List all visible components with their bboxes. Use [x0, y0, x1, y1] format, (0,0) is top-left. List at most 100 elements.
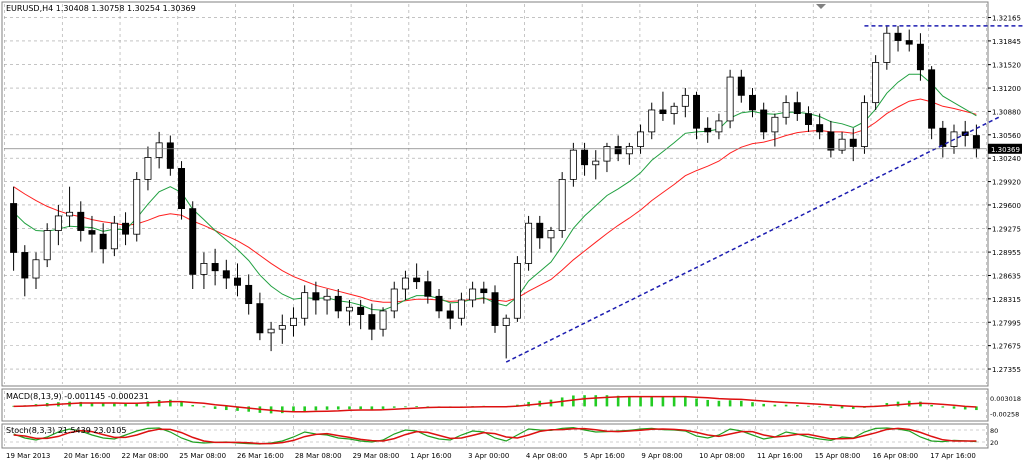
stoch-tick-label: 80 — [990, 427, 998, 435]
macd-histogram-bar — [795, 405, 799, 407]
candle-body-bear — [357, 306, 365, 315]
candle-body-bull — [625, 146, 633, 155]
candle-body-bear — [435, 295, 443, 312]
candle-body-bull — [278, 325, 286, 330]
stoch-signal-line — [13, 427, 977, 445]
time-tick-label: 20 Mar 16:00 — [64, 452, 111, 460]
candle — [860, 95, 868, 154]
candle — [267, 321, 275, 352]
candle-body-bull — [860, 102, 868, 147]
time-axis: 19 Mar 2013 20 Mar 16:00 22 Mar 08:00 25 Ma… — [6, 452, 976, 460]
candle — [368, 303, 376, 341]
candle-body-bear — [614, 146, 622, 155]
candle — [525, 215, 533, 271]
macd-histogram-bar — [717, 400, 721, 407]
candle-body-bear — [849, 138, 857, 147]
candle — [502, 314, 510, 359]
macd-histogram-bar — [213, 406, 217, 409]
macd-histogram-bar — [695, 398, 698, 407]
candle — [872, 55, 880, 110]
candle-body-bear — [737, 76, 745, 96]
candle-body-bear — [749, 94, 756, 111]
macd-histogram-bar — [728, 400, 732, 407]
current-price-box — [988, 143, 1022, 154]
candle-body-bull — [883, 32, 891, 63]
macd-histogram-bar — [963, 406, 967, 410]
candle-body-bull — [110, 222, 118, 250]
candle — [435, 289, 443, 319]
macd-histogram-bar — [885, 403, 889, 407]
candle — [659, 91, 667, 121]
candle-body-bear — [816, 124, 824, 133]
candle — [737, 69, 745, 103]
trendlines — [4, 25, 1024, 363]
candle-body-bull — [323, 295, 331, 301]
macd-histogram-bar — [594, 395, 598, 407]
candle-body-bear — [894, 32, 902, 41]
stoch-label: Stoch(8,3,3) 21.5439 23.0105 — [6, 426, 126, 435]
candle — [603, 142, 611, 173]
candle — [939, 120, 947, 158]
chart-shift-marker-icon[interactable] — [816, 4, 826, 9]
price-tick-label: 1.29920 — [992, 179, 1021, 187]
macd-histogram-bar — [303, 406, 306, 412]
candle — [883, 25, 891, 70]
candle — [211, 248, 219, 286]
price-tick-label: 1.30560 — [992, 132, 1021, 140]
candle — [66, 186, 74, 227]
macd-histogram-bar — [236, 406, 239, 411]
candle-body-bear — [99, 233, 107, 250]
macd-histogram-bar — [851, 406, 855, 409]
macd-histogram-bar — [348, 406, 351, 410]
candle — [480, 281, 488, 304]
macd-histogram-bar — [157, 399, 161, 407]
candle — [312, 281, 320, 315]
candle-body-bear — [312, 292, 320, 301]
candle — [592, 150, 600, 180]
macd-histogram-bar — [79, 401, 83, 407]
candle-body-bull — [603, 146, 611, 162]
candle-body-bear — [10, 203, 18, 253]
price-tick-label: 1.27355 — [992, 366, 1021, 374]
macd-histogram-bar — [280, 406, 284, 414]
candles — [10, 25, 980, 359]
candle-body-bull — [32, 259, 40, 279]
candle — [749, 88, 756, 118]
time-tick-label: 9 Apr 08:00 — [641, 452, 682, 460]
candle-body-bear — [245, 284, 253, 305]
candle-body-bear — [827, 131, 835, 151]
trendline-1 — [505, 116, 1000, 363]
macd-histogram-bar — [628, 396, 631, 407]
macd-histogram-bar — [381, 406, 385, 409]
macd-label: MACD(8,13,9) -0.001145 -0.000231 — [6, 392, 149, 401]
candle-body-bull — [457, 299, 465, 319]
candle-body-bull — [513, 263, 521, 319]
candle — [401, 270, 409, 300]
candle — [222, 259, 230, 289]
candle-body-bull — [558, 178, 566, 231]
candle — [166, 135, 174, 176]
candle — [715, 113, 723, 140]
candle — [99, 223, 107, 264]
candle-body-bear — [77, 211, 85, 231]
macd-histogram-bar — [829, 406, 833, 408]
macd-histogram-bar — [739, 400, 743, 407]
macd-histogram-bar — [527, 401, 530, 407]
macd-histogram-bar — [325, 406, 329, 410]
candle-body-bear — [424, 281, 432, 297]
candle-body-bull — [301, 292, 309, 319]
current-price-label: 1.30369 — [991, 146, 1020, 154]
time-tick-label: 28 Mar 08:00 — [295, 452, 342, 460]
macd-histogram-bar — [605, 395, 609, 407]
macd-tick-label: -0.00258 — [990, 411, 1019, 419]
candle — [446, 303, 454, 330]
candle-body-bear — [21, 252, 29, 279]
stochastic-panel[interactable] — [1, 423, 989, 449]
candle — [32, 252, 40, 289]
candle — [278, 314, 286, 344]
candle-body-bear — [413, 277, 421, 283]
macd-tick-label: 0.003018 — [990, 395, 1021, 403]
time-tick-label: 4 Apr 08:00 — [526, 452, 567, 460]
candle-body-bull — [469, 288, 477, 301]
candle-body-bull — [681, 94, 689, 107]
